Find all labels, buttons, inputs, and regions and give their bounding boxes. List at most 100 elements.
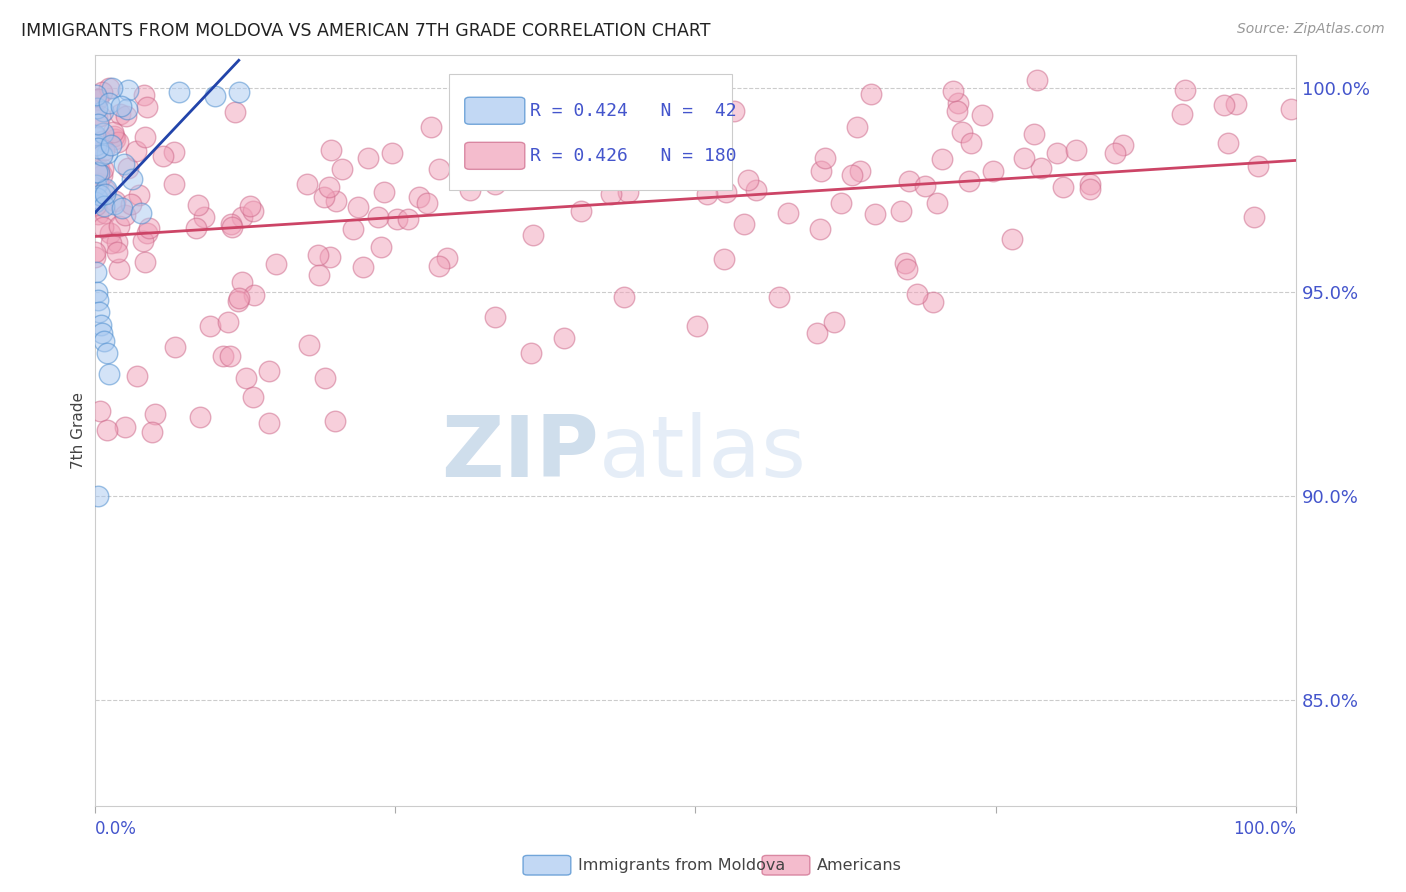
Point xyxy=(94,183,117,197)
Point xyxy=(93,143,115,157)
Point xyxy=(599,186,621,201)
Point xyxy=(239,199,262,213)
Point xyxy=(640,136,662,150)
Point xyxy=(508,146,530,161)
Point xyxy=(1216,136,1239,151)
Point xyxy=(83,244,105,259)
Point xyxy=(128,187,150,202)
Point xyxy=(188,409,211,424)
Point xyxy=(94,187,117,202)
Point xyxy=(97,81,120,95)
Point xyxy=(297,338,319,352)
FancyBboxPatch shape xyxy=(465,97,524,124)
Point xyxy=(713,252,735,266)
Point xyxy=(896,261,918,276)
Point xyxy=(83,195,105,210)
Point xyxy=(103,125,125,139)
Point xyxy=(114,209,136,223)
Point xyxy=(136,100,159,114)
Point xyxy=(193,210,215,224)
Point xyxy=(86,110,108,124)
Point xyxy=(94,206,117,220)
Point xyxy=(93,199,115,213)
Point xyxy=(1052,179,1074,194)
Point xyxy=(86,207,108,221)
Point xyxy=(221,219,243,234)
Point xyxy=(370,240,392,254)
Point xyxy=(696,187,718,202)
Point xyxy=(114,109,136,123)
Point xyxy=(522,227,544,242)
Point xyxy=(946,96,969,111)
Point xyxy=(165,340,187,354)
Point xyxy=(98,226,121,240)
Point xyxy=(89,404,111,418)
Point xyxy=(1078,177,1101,191)
Point xyxy=(90,318,112,332)
Point xyxy=(104,132,127,146)
Point xyxy=(1225,96,1247,111)
Point xyxy=(86,165,108,179)
Point xyxy=(107,135,129,149)
Point xyxy=(90,168,112,182)
Point xyxy=(112,157,135,171)
Point xyxy=(242,204,264,219)
Point xyxy=(163,145,186,159)
Point xyxy=(813,151,835,165)
Point xyxy=(427,260,450,274)
Point xyxy=(89,161,111,176)
Point xyxy=(235,370,257,384)
Point xyxy=(714,185,737,199)
Text: Immigrants from Moldova: Immigrants from Moldova xyxy=(578,858,785,872)
Point xyxy=(427,162,450,177)
Point xyxy=(960,136,983,150)
Point xyxy=(83,250,105,264)
Point xyxy=(242,390,264,404)
Point xyxy=(103,129,125,144)
Point xyxy=(458,183,481,197)
Point xyxy=(90,147,112,161)
Point xyxy=(352,260,374,274)
Point xyxy=(103,197,125,211)
Point xyxy=(332,162,354,177)
Point xyxy=(845,120,868,134)
Point xyxy=(217,315,239,329)
Point xyxy=(830,195,852,210)
Point xyxy=(1279,102,1302,116)
Point xyxy=(266,257,288,271)
Point xyxy=(1243,210,1265,224)
Point xyxy=(98,367,121,381)
Point xyxy=(100,81,122,95)
FancyBboxPatch shape xyxy=(465,143,524,169)
Point xyxy=(849,164,872,178)
Point xyxy=(143,407,166,421)
Point xyxy=(96,423,118,437)
Point xyxy=(616,111,638,125)
Point xyxy=(1112,137,1135,152)
Point xyxy=(1001,232,1024,246)
Point xyxy=(100,235,122,250)
Point xyxy=(733,218,755,232)
Point xyxy=(86,92,108,106)
Point xyxy=(152,149,174,163)
Point xyxy=(808,222,831,236)
Point xyxy=(117,83,139,97)
Point xyxy=(1246,159,1268,173)
Point xyxy=(259,416,281,430)
Point xyxy=(97,96,120,111)
Point xyxy=(905,287,928,301)
Point xyxy=(863,207,886,221)
Point xyxy=(121,171,143,186)
Point xyxy=(84,138,107,153)
Point xyxy=(890,204,912,219)
Point xyxy=(110,98,132,112)
Point xyxy=(218,349,240,363)
Point xyxy=(90,326,112,340)
Point xyxy=(810,164,832,178)
Point xyxy=(1104,145,1126,160)
Point xyxy=(841,168,863,182)
Text: ZIP: ZIP xyxy=(441,412,599,495)
Point xyxy=(84,88,107,103)
Point xyxy=(342,221,364,235)
FancyBboxPatch shape xyxy=(449,74,731,190)
